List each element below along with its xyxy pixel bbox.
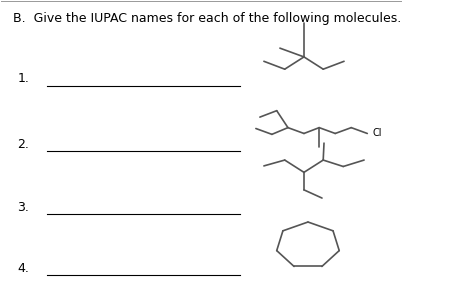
Text: Cl: Cl — [371, 129, 381, 138]
Text: 4.: 4. — [18, 262, 29, 275]
Text: 3.: 3. — [18, 201, 29, 214]
Text: 2.: 2. — [18, 138, 29, 151]
Text: 1.: 1. — [18, 72, 29, 85]
Text: B.  Give the IUPAC names for each of the following molecules.: B. Give the IUPAC names for each of the … — [14, 12, 401, 24]
